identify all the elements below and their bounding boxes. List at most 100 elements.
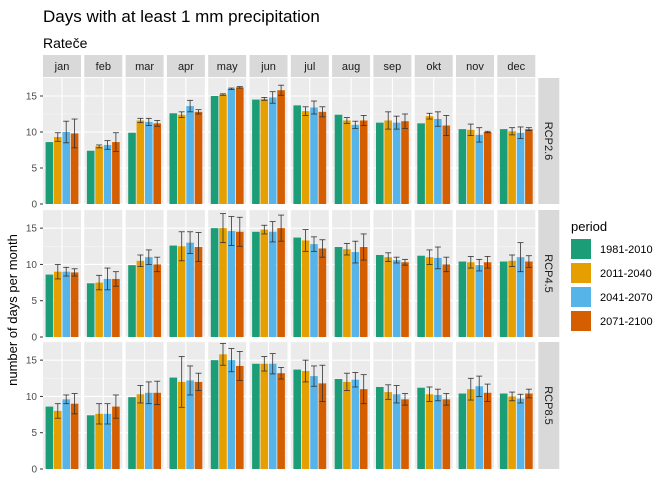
bar	[169, 113, 178, 204]
bar	[227, 88, 236, 204]
legend-label: 2071-2100	[600, 316, 653, 328]
bar	[401, 121, 409, 204]
bar	[145, 121, 153, 204]
bar	[458, 393, 467, 469]
scenario-strip	[538, 210, 560, 337]
bar	[525, 393, 533, 469]
bar	[136, 120, 145, 204]
legend-swatch	[571, 239, 591, 259]
bar	[475, 265, 483, 337]
bar	[277, 90, 285, 204]
strip-jun	[249, 55, 288, 77]
strip-label-feb: feb	[96, 61, 111, 73]
bar	[103, 278, 112, 337]
y-tick-label: 5	[31, 428, 37, 439]
bar	[434, 394, 442, 469]
bar	[516, 257, 525, 337]
scenario-label: RCP8.5	[542, 386, 554, 425]
bar	[318, 111, 327, 204]
bar	[86, 415, 95, 469]
bar	[293, 369, 301, 469]
bar	[128, 265, 136, 337]
bar	[384, 257, 392, 337]
bar	[252, 99, 260, 204]
bar	[177, 246, 186, 337]
bar	[95, 413, 103, 469]
bar	[260, 363, 269, 469]
bar	[54, 137, 62, 204]
bar	[219, 354, 227, 469]
bar	[351, 124, 360, 204]
bar	[508, 396, 516, 469]
strip-label-apr: apr	[178, 61, 194, 73]
bar	[227, 231, 236, 337]
bar	[169, 377, 178, 469]
legend-label: 2011-2040	[600, 268, 652, 280]
bar	[434, 119, 442, 204]
strip-label-jul: jul	[303, 61, 315, 73]
scenario-label: RCP4.5	[542, 254, 554, 293]
y-tick-label: 10	[26, 128, 38, 139]
y-tick-label: 5	[31, 164, 37, 175]
bar	[236, 87, 244, 204]
strip-okt	[414, 55, 453, 77]
legend-swatch	[571, 287, 591, 307]
y-tick-label: 0	[31, 200, 37, 211]
bar	[458, 261, 467, 337]
bar	[525, 261, 533, 337]
strip-label-okt: okt	[426, 61, 441, 73]
bar	[186, 380, 194, 469]
strip-label-jan: jan	[54, 61, 70, 73]
y-tick-label: 10	[26, 392, 38, 403]
bar	[177, 381, 186, 469]
legend-label: 2041-2070	[600, 292, 653, 304]
bar	[210, 360, 219, 469]
bar	[177, 114, 186, 204]
strip-label-nov: nov	[466, 61, 484, 73]
bar	[260, 98, 269, 204]
bar	[334, 114, 343, 204]
strip-jan	[43, 55, 81, 77]
bar	[260, 229, 269, 337]
legend-label: 1981-2010	[600, 244, 653, 256]
bar	[318, 383, 327, 469]
bar	[194, 247, 203, 337]
y-tick-label: 0	[31, 333, 37, 344]
strip-dec	[497, 55, 536, 77]
y-tick-label: 15	[26, 224, 38, 235]
bar	[194, 111, 203, 204]
strip-apr	[166, 55, 205, 77]
bar	[70, 272, 79, 337]
bar	[153, 392, 161, 469]
bar	[359, 120, 368, 204]
bar	[112, 142, 120, 204]
bar	[112, 278, 120, 337]
bar	[425, 116, 434, 204]
bar	[508, 260, 516, 337]
bar	[310, 107, 318, 204]
y-tick-label: 10	[26, 260, 38, 271]
bar	[210, 96, 219, 204]
bar	[62, 271, 70, 337]
bar	[442, 125, 451, 204]
bar	[359, 389, 368, 469]
bar	[417, 387, 425, 469]
bar	[219, 228, 227, 337]
bar	[467, 389, 475, 469]
bar	[392, 122, 401, 204]
bar	[145, 257, 153, 337]
bar	[516, 398, 525, 469]
bar	[136, 260, 145, 337]
strip-may	[208, 55, 247, 77]
bar	[210, 228, 219, 337]
y-tick-label: 15	[26, 356, 38, 367]
bar	[425, 257, 434, 337]
strip-label-dec: dec	[507, 61, 525, 73]
bar	[45, 274, 54, 337]
bar	[483, 262, 492, 337]
y-axis-title: number of days per month	[5, 234, 20, 386]
bar	[508, 131, 516, 204]
bar	[499, 129, 508, 204]
bar	[499, 393, 508, 469]
bar	[194, 381, 203, 469]
